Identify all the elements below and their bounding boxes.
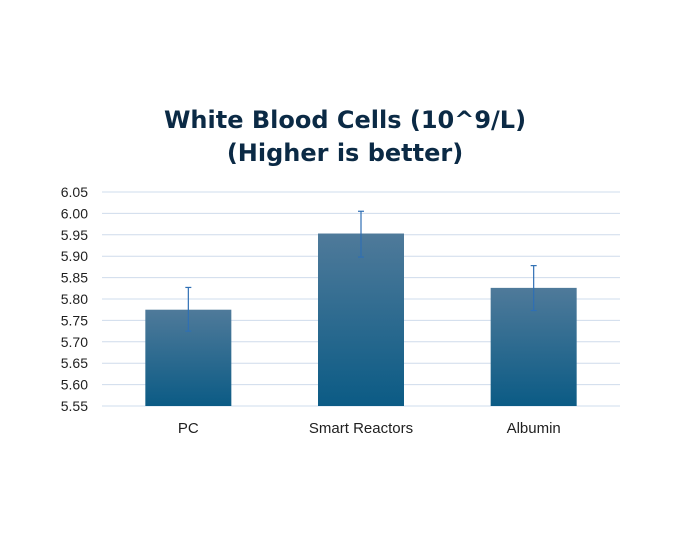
x-category-label: PC [178, 420, 199, 437]
bar-smart-reactors [318, 233, 404, 406]
chart-title: White Blood Cells (10^9/L) [163, 106, 527, 134]
chart-subtitle: (Higher is better) [226, 139, 464, 167]
y-tick-label: 5.80 [61, 291, 88, 307]
y-tick-label: 5.95 [61, 227, 88, 243]
y-tick-label: 6.05 [61, 184, 88, 200]
y-tick-label: 5.65 [61, 355, 88, 371]
y-tick-label: 5.60 [61, 377, 88, 393]
y-tick-label: 6.00 [61, 205, 88, 221]
x-category-label: Smart Reactors [309, 420, 413, 437]
bars [145, 233, 577, 406]
y-tick-label: 5.75 [61, 312, 88, 328]
y-tick-label: 5.90 [61, 248, 88, 264]
y-axis-tick-labels: 5.55 5.60 5.65 5.70 5.75 5.80 5.85 5.90 5.95 6.00… [61, 184, 88, 414]
x-category-label: Albumin [507, 420, 561, 437]
y-tick-label: 5.70 [61, 334, 88, 350]
x-axis-category-labels: PC Smart Reactors Albumin [178, 420, 561, 437]
y-tick-label: 5.55 [61, 398, 88, 414]
error-bars [185, 210, 537, 332]
y-tick-label: 5.85 [61, 270, 88, 286]
chart-title-block: White Blood Cells (10^9/L) (Higher is be… [0, 104, 690, 170]
